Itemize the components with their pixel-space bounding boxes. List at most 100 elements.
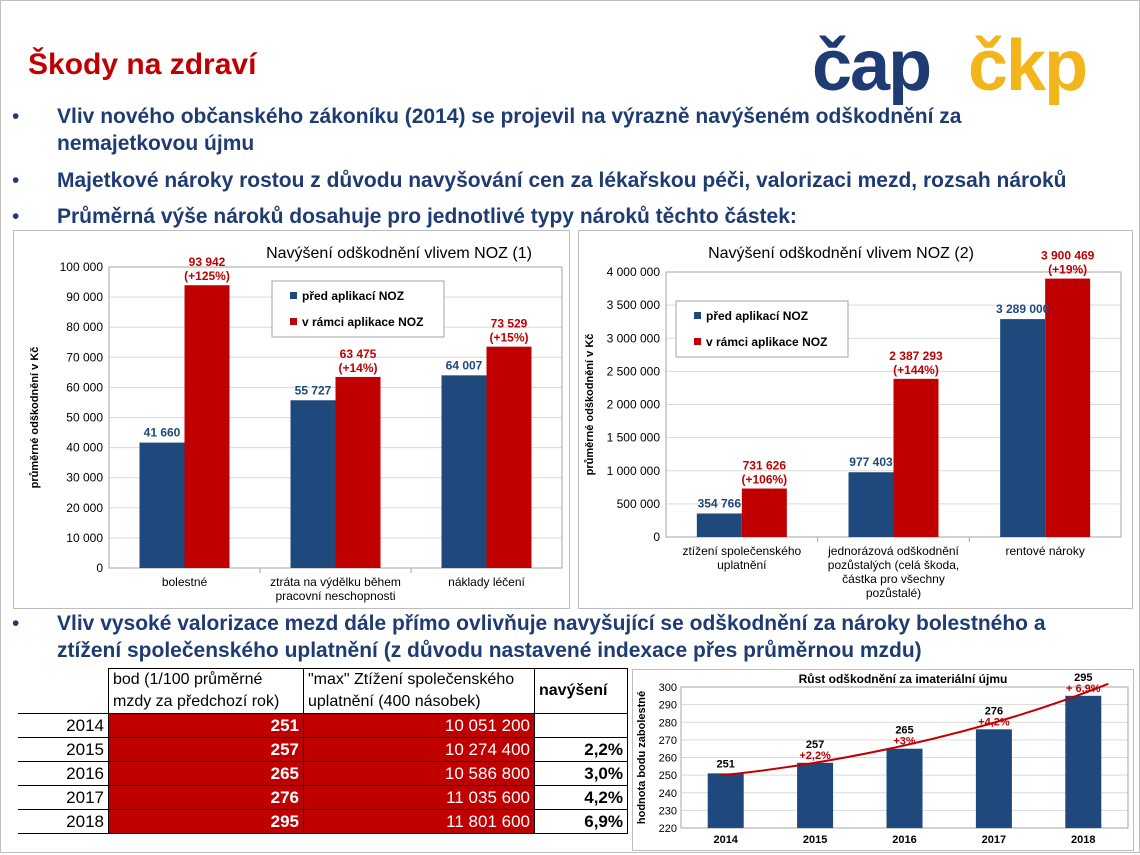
- x-tick-label: bolestné: [162, 575, 208, 589]
- y-tick-label: 250: [659, 770, 677, 782]
- table-row: 2017 276 11 035 600 4,2%: [18, 785, 628, 810]
- data-label-increase: (+106%): [741, 473, 787, 487]
- data-label-before: 354 766: [698, 496, 742, 510]
- data-label-increase: (+19%): [1048, 263, 1087, 277]
- table-header: [18, 668, 109, 714]
- y-tick-label: 80 000: [66, 320, 103, 334]
- y-tick-label: 1 000 000: [607, 464, 661, 478]
- bullet-text: Majetkové nároky rostou z důvodu navyšov…: [57, 169, 1067, 192]
- bar-before-noz: [1000, 319, 1046, 537]
- bullet-text: ztížení společenského uplatnění (z důvod…: [57, 639, 922, 662]
- x-tick-label: 2018: [1071, 834, 1095, 846]
- bar-before-noz: [139, 442, 185, 568]
- bullet-marker: •: [12, 105, 20, 128]
- chart-title: Růst odškodnění za imateriální újmu: [799, 672, 1008, 686]
- x-tick-label: ztráta na výdělku během: [270, 575, 401, 589]
- bar-point-value: [797, 762, 834, 828]
- data-label-before: 64 007: [446, 358, 483, 372]
- data-label-with: 63 475: [340, 347, 377, 361]
- y-tick-label: 100 000: [60, 260, 104, 274]
- bullet-text: Průměrná výše nároků dosahuje pro jednot…: [57, 205, 797, 228]
- chart-noz-2-svg: Navýšení odškodnění vlivem NOZ (2) 0 500 0…: [584, 245, 1122, 600]
- data-label-before: 977 403: [849, 455, 893, 469]
- bar-point-value: [707, 773, 744, 828]
- data-label-increase: + 6,9%: [1066, 683, 1101, 695]
- table-header: bod (1/100 průměrné mzdy za předchozí ro…: [108, 668, 304, 714]
- data-label-with: 93 942: [189, 255, 226, 269]
- table-cell-year: 2016: [18, 761, 109, 786]
- legend-swatch: [694, 312, 701, 319]
- table-row: 2014 251 10 051 200: [18, 713, 628, 738]
- y-tick-label: 1 500 000: [607, 431, 661, 445]
- bullet-text: nemajetkovou újmu: [57, 132, 255, 155]
- y-tick-label: 40 000: [66, 441, 103, 455]
- table-row: 2016 265 10 586 800 3,0%: [18, 761, 628, 786]
- table-header: navýšení: [534, 668, 628, 714]
- y-tick-label: 3 500 000: [607, 298, 661, 312]
- table-cell-year: 2017: [18, 785, 109, 810]
- y-tick-label: 270: [659, 735, 677, 747]
- table-row: 2015 257 10 274 400 2,2%: [18, 737, 628, 762]
- data-label-with: 73 529: [491, 317, 528, 331]
- chart-noz-1: Navýšení odškodnění vlivem NOZ (1) 0 10 00…: [13, 230, 570, 609]
- chart-growth: Růst odškodnění za imateriální újmu 220 23…: [632, 669, 1134, 851]
- bullet-text: Vliv vysoké valorizace mezd dále přímo o…: [57, 612, 1046, 635]
- data-label-before: 41 660: [144, 426, 181, 440]
- y-tick-label: 3 000 000: [607, 331, 661, 345]
- table-cell-year: 2015: [18, 737, 109, 762]
- cap-logo: čap: [812, 26, 932, 106]
- legend-label: v rámci aplikace NOZ: [302, 315, 423, 329]
- data-label-increase: (+15%): [489, 331, 528, 345]
- table-row: 2018 295 11 801 600 6,9%: [18, 809, 628, 834]
- x-tick-label: jednorázová odškodnění: [827, 544, 959, 558]
- x-tick-label: pozůstalé): [866, 586, 921, 600]
- bar-with-noz: [893, 378, 939, 537]
- data-label: 295: [1074, 672, 1092, 684]
- bar-with-noz: [1045, 278, 1091, 537]
- bullet-marker: •: [12, 612, 20, 635]
- table-cell-points: 265: [108, 761, 304, 786]
- y-tick-label: 4 000 000: [607, 265, 661, 279]
- x-tick-label: rentové nároky: [1005, 544, 1084, 558]
- x-tick-label: 2014: [713, 834, 738, 846]
- table-cell-max: 10 274 400: [303, 737, 535, 762]
- y-axis-label: průměrné odškodnění v Kč: [584, 334, 596, 476]
- bullet-marker: •: [12, 205, 20, 228]
- chart-growth-svg: Růst odškodnění za imateriální újmu 220 23…: [636, 672, 1129, 846]
- data-label-increase: (+125%): [184, 269, 230, 283]
- page-title: Škody na zdraví: [28, 48, 257, 81]
- data-label: 251: [717, 758, 735, 770]
- legend-swatch: [290, 292, 297, 299]
- table-header: "max" Ztížení společenského uplatnění (4…: [303, 668, 535, 714]
- data-label-with: 3 900 469: [1041, 249, 1095, 263]
- legend-swatch: [694, 338, 701, 345]
- data-label-with: 731 626: [743, 459, 787, 473]
- y-tick-label: 230: [659, 805, 677, 817]
- legend-box: [271, 280, 445, 338]
- x-tick-label: pozůstalých (celá škoda,: [828, 558, 959, 572]
- x-tick-label: 2017: [982, 834, 1006, 846]
- y-tick-label: 300: [659, 682, 677, 694]
- y-axis-label: hodnota bodu zabolestné: [636, 691, 648, 824]
- data-label-before: 55 727: [295, 383, 332, 397]
- data-label: 257: [806, 739, 824, 751]
- table-cell-increase: 6,9%: [534, 809, 628, 834]
- legend-box: [675, 300, 849, 358]
- valorization-table: bod (1/100 průměrné mzdy za předchozí ro…: [18, 668, 628, 834]
- data-label-increase: (+144%): [893, 363, 939, 377]
- y-tick-label: 0: [96, 561, 103, 575]
- table-cell-max: 11 801 600: [303, 809, 535, 834]
- table-cell-max: 11 035 600: [303, 785, 535, 810]
- legend-label: v rámci aplikace NOZ: [706, 335, 827, 349]
- table-cell-increase: 4,2%: [534, 785, 628, 810]
- table-cell-increase: [534, 713, 628, 738]
- trendline: [720, 682, 1109, 777]
- x-tick-label: částka pro všechny: [842, 572, 945, 586]
- y-tick-label: 240: [659, 788, 677, 800]
- ckp-logo: čkp: [968, 26, 1088, 106]
- table-cell-points: 251: [108, 713, 304, 738]
- table-cell-points: 257: [108, 737, 304, 762]
- table-cell-points: 276: [108, 785, 304, 810]
- bar-before-noz: [441, 375, 487, 568]
- x-tick-label: 2015: [803, 834, 827, 846]
